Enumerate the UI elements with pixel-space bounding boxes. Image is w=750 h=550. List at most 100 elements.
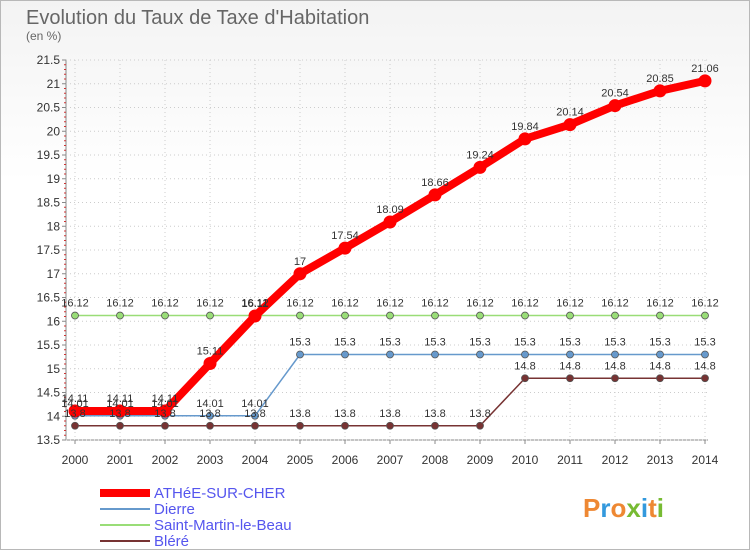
logo-letter: t xyxy=(648,493,657,523)
data-point xyxy=(566,311,574,320)
data-label: 15.3 xyxy=(289,337,310,349)
data-point xyxy=(338,241,352,255)
data-point xyxy=(521,374,529,383)
data-point xyxy=(656,374,664,383)
data-label: 15.3 xyxy=(379,337,400,349)
data-point xyxy=(431,311,439,320)
data-point xyxy=(611,350,619,359)
data-point xyxy=(698,74,712,88)
data-point xyxy=(611,374,619,383)
data-label: 16.12 xyxy=(376,298,404,310)
data-label: 13.8 xyxy=(244,408,265,420)
data-label: 16.12 xyxy=(106,298,134,310)
plot-area: 13.5 14 14.5 15 15.5 16 16.5 17 17.5 18 18.5 19 19.5… xyxy=(37,53,719,467)
logo-letter: x xyxy=(626,493,641,523)
legend-entry: Dierre xyxy=(154,501,195,518)
data-point xyxy=(611,311,619,320)
data-label: 16.12 xyxy=(601,298,629,310)
y-tick-label: 20 xyxy=(47,124,61,138)
x-tick-label: 2000 xyxy=(62,453,89,467)
y-tick-label: 18.5 xyxy=(37,196,61,210)
data-point xyxy=(296,350,304,359)
data-label: 13.8 xyxy=(289,408,310,420)
logo-letter: r xyxy=(600,493,610,523)
data-label: 13.8 xyxy=(334,408,355,420)
legend: ATHéE-SUR-CHERDierreSaint-Martin-le-Beau… xyxy=(100,485,292,550)
x-tick-label: 2008 xyxy=(422,453,449,467)
data-label: 14.11 xyxy=(62,393,89,405)
data-label: 13.8 xyxy=(379,408,400,420)
data-point xyxy=(431,421,439,430)
data-point xyxy=(386,311,394,320)
y-tick-label: 17 xyxy=(47,267,61,281)
x-tick-label: 2004 xyxy=(242,453,269,467)
data-label: 14.01 xyxy=(196,398,224,410)
data-label: 13.8 xyxy=(424,408,445,420)
logo-letter: P xyxy=(583,493,600,523)
legend-entry: Bléré xyxy=(154,533,189,550)
data-label: 16.12 xyxy=(241,298,269,310)
data-point xyxy=(563,118,577,132)
data-label: 14.8 xyxy=(649,360,670,372)
data-label: 19.84 xyxy=(511,121,539,133)
data-label: 16.12 xyxy=(466,298,494,310)
data-point xyxy=(341,421,349,430)
data-label: 15.3 xyxy=(469,337,490,349)
data-label: 15.11 xyxy=(197,346,224,358)
y-tick-label: 16 xyxy=(47,314,61,328)
data-point xyxy=(161,421,169,430)
x-tick-label: 2001 xyxy=(107,453,134,467)
data-point xyxy=(206,311,214,320)
data-point xyxy=(701,311,709,320)
y-tick-label: 15 xyxy=(47,362,61,376)
data-point xyxy=(656,311,664,320)
logo-letter: i xyxy=(657,493,664,523)
data-label: 14.01 xyxy=(106,398,134,410)
y-tick-label: 14.5 xyxy=(37,386,61,400)
data-point xyxy=(473,160,487,174)
logo-letter: o xyxy=(610,493,626,523)
data-point xyxy=(383,215,397,229)
legend-entry: ATHéE-SUR-CHER xyxy=(154,485,286,502)
data-point xyxy=(251,421,259,430)
data-point xyxy=(116,421,124,430)
data-point xyxy=(608,99,622,113)
data-point xyxy=(206,421,214,430)
data-point xyxy=(701,374,709,383)
x-tick-label: 2014 xyxy=(692,453,719,467)
data-point xyxy=(653,84,667,98)
data-label: 18.66 xyxy=(421,177,449,189)
legend-entry: Saint-Martin-le-Beau xyxy=(154,517,292,534)
x-tick-label: 2013 xyxy=(647,453,674,467)
x-tick-label: 2010 xyxy=(512,453,539,467)
data-label: 21.06 xyxy=(691,63,719,75)
data-point xyxy=(116,311,124,320)
data-label: 14.8 xyxy=(514,360,535,372)
y-tick-label: 13.5 xyxy=(37,433,61,447)
data-point xyxy=(296,421,304,430)
data-label: 14.01 xyxy=(241,398,269,410)
data-label: 13.8 xyxy=(154,408,175,420)
data-label: 15.3 xyxy=(604,337,625,349)
y-tick-label: 16.5 xyxy=(37,291,61,305)
data-label: 16.12 xyxy=(286,298,314,310)
data-point xyxy=(386,350,394,359)
data-label: 19.24 xyxy=(466,149,494,161)
data-point xyxy=(701,350,709,359)
data-point xyxy=(518,132,532,146)
y-tick-label: 19 xyxy=(47,172,61,186)
data-point xyxy=(71,311,79,320)
data-label: 13.8 xyxy=(199,408,220,420)
data-point xyxy=(113,404,127,418)
data-label: 16.12 xyxy=(151,298,179,310)
data-point xyxy=(428,188,442,202)
data-label: 15.3 xyxy=(694,337,715,349)
y-tick-label: 20.5 xyxy=(37,101,61,115)
data-label: 16.12 xyxy=(61,298,89,310)
x-tick-label: 2011 xyxy=(557,453,583,467)
data-point xyxy=(203,357,217,371)
data-label: 16.12 xyxy=(556,298,584,310)
data-point xyxy=(476,311,484,320)
data-point xyxy=(521,311,529,320)
